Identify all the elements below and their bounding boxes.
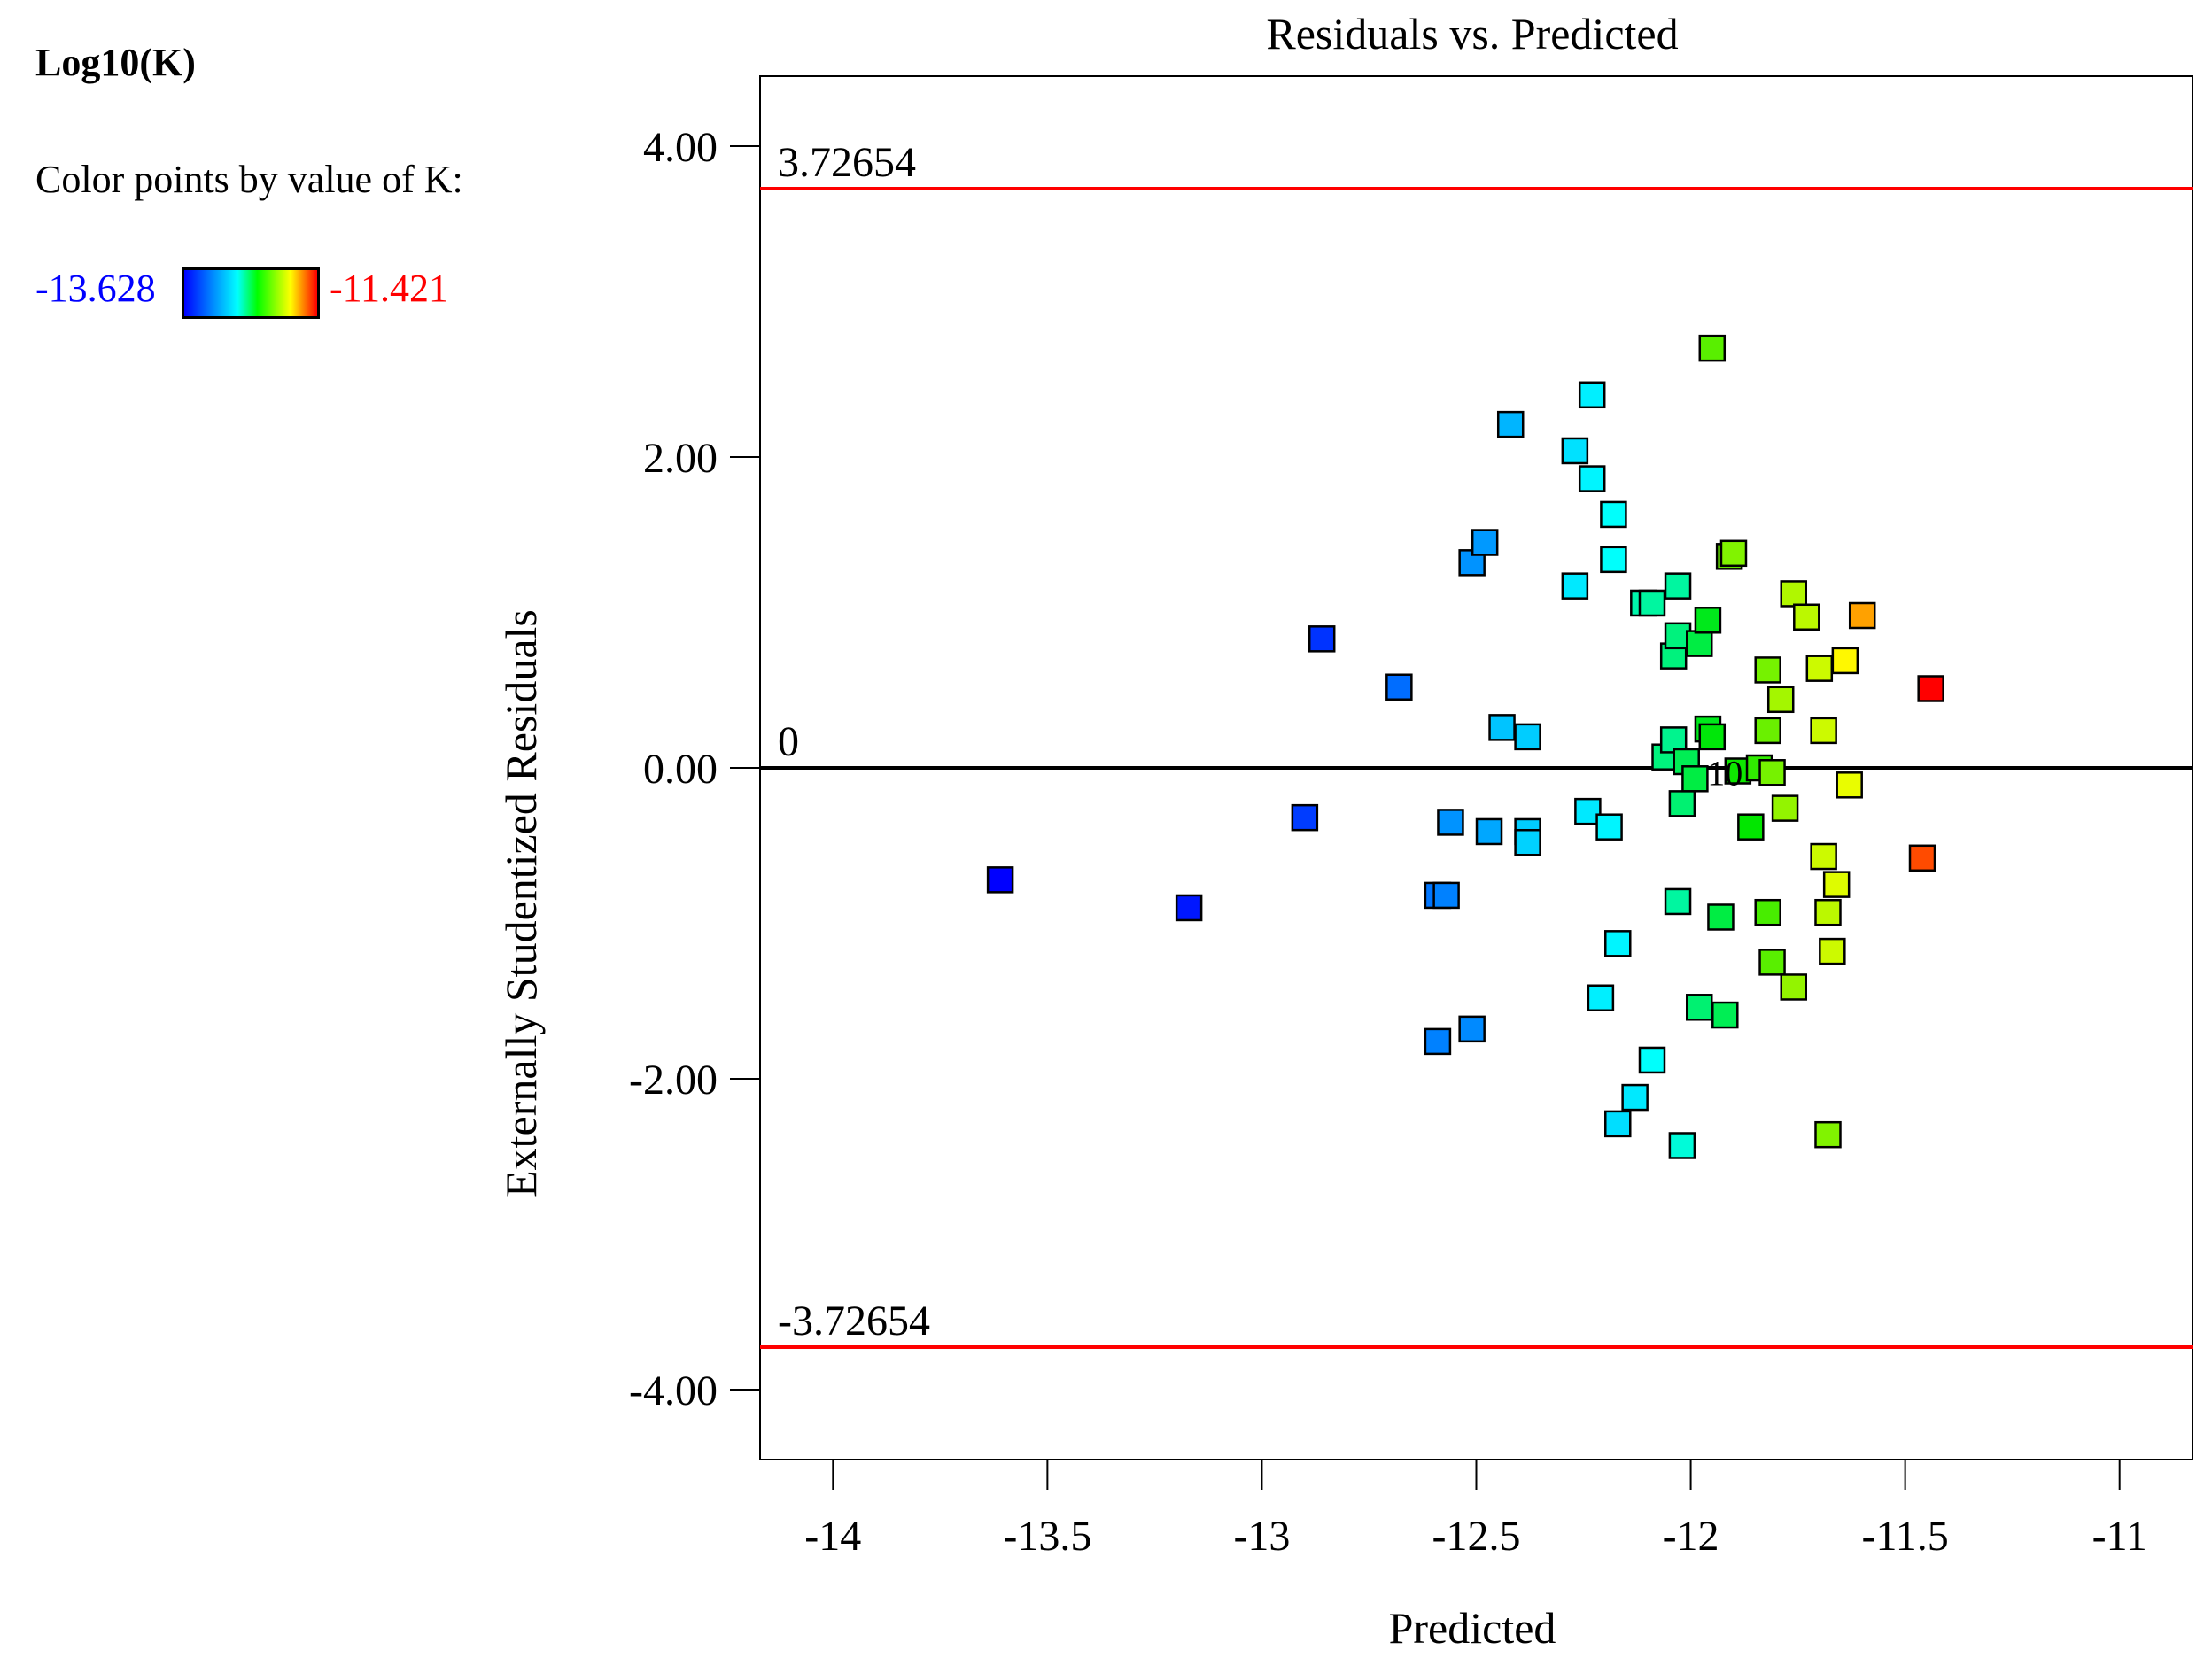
data-point [1308,625,1336,653]
chart-title: Residuals vs. Predicted [1266,9,1678,58]
data-point [1600,546,1627,574]
data-point [1711,1001,1739,1029]
x-tick-label: -12.5 [1432,1513,1521,1560]
legend-color-bar [182,267,320,319]
y-tick-label: -4.00 [629,1367,718,1414]
data-point [1754,898,1781,926]
data-point [1424,1027,1452,1056]
data-point [1848,601,1876,630]
data-point [1668,1132,1696,1159]
data-point [1810,842,1837,871]
data-point [1496,410,1525,438]
data-point [1587,984,1615,1011]
x-tick-label: -13.5 [1003,1513,1091,1560]
data-point [1810,717,1837,745]
data-point [1685,630,1713,657]
data-point [1793,603,1820,631]
data-point [1814,1120,1842,1149]
legend-caption: Color points by value of K: [35,158,463,201]
data-point [1175,894,1203,922]
data-point [1514,723,1541,751]
data-point [1694,607,1722,634]
data-point [1578,381,1606,409]
data-point [1604,930,1632,957]
data-point [1561,437,1589,465]
data-point [1754,656,1781,684]
data-point [1780,973,1808,1001]
data-point [1488,714,1516,741]
data-point [1664,572,1692,600]
data-point [1458,1015,1486,1043]
reference-line-label-0: 3.72654 [778,139,916,186]
point-annotation: 10 [1707,754,1742,794]
data-point [1917,675,1944,702]
y-axis-label: Externally Studentized Residuals [496,609,546,1197]
data-point [1664,887,1692,916]
data-point [1638,1046,1666,1074]
data-point [1475,817,1503,846]
x-tick-label: -12 [1663,1513,1719,1560]
data-point [1822,871,1851,898]
data-point [1754,717,1781,745]
data-point [1638,589,1666,617]
data-point [1805,655,1834,682]
y-tick-label: 2.00 [643,435,718,482]
x-tick-label: -11.5 [1862,1513,1949,1560]
data-point [1766,686,1795,714]
data-point [1514,828,1541,856]
data-point [1471,529,1499,556]
data-point [1685,994,1713,1021]
data-point [1758,759,1786,786]
data-point [1432,881,1460,910]
data-point [1681,765,1709,793]
data-point [1561,572,1589,600]
data-point [1719,539,1748,568]
x-tick-label: -11 [2092,1513,2147,1560]
x-tick-label: -14 [804,1513,861,1560]
data-point [1814,898,1842,926]
data-point [1758,949,1786,976]
data-point [986,866,1014,894]
data-point [1604,1110,1632,1138]
data-point [1574,797,1602,825]
data-point [1621,1083,1649,1112]
data-point [1737,813,1765,841]
legend-title: Log10(K) [35,41,196,84]
y-tick-label: 0.00 [643,746,718,793]
legend-min-label: -13.628 [35,267,156,310]
data-point [1600,500,1627,529]
x-axis-label: Predicted [1389,1603,1556,1653]
y-tick-label: -2.00 [629,1057,718,1104]
data-point [1385,673,1413,701]
data-point [1780,580,1808,608]
data-point [1836,771,1863,799]
y-tick-label: 4.00 [643,124,718,171]
data-point [1437,809,1464,836]
reference-line-label-2: -3.72654 [778,1298,930,1344]
data-point [1771,794,1799,822]
data-point [1698,334,1727,362]
data-point [1668,790,1696,817]
data-point [1707,903,1735,931]
data-point [1291,803,1319,832]
data-point [1698,723,1727,751]
data-point [1819,937,1846,965]
data-point [1595,813,1623,841]
reference-line-label-1: 0 [778,718,799,765]
x-tick-label: -13 [1233,1513,1290,1560]
data-point [1908,844,1936,872]
data-point [1831,647,1859,675]
data-point [1578,465,1606,492]
legend-max-label: -11.421 [330,267,449,310]
